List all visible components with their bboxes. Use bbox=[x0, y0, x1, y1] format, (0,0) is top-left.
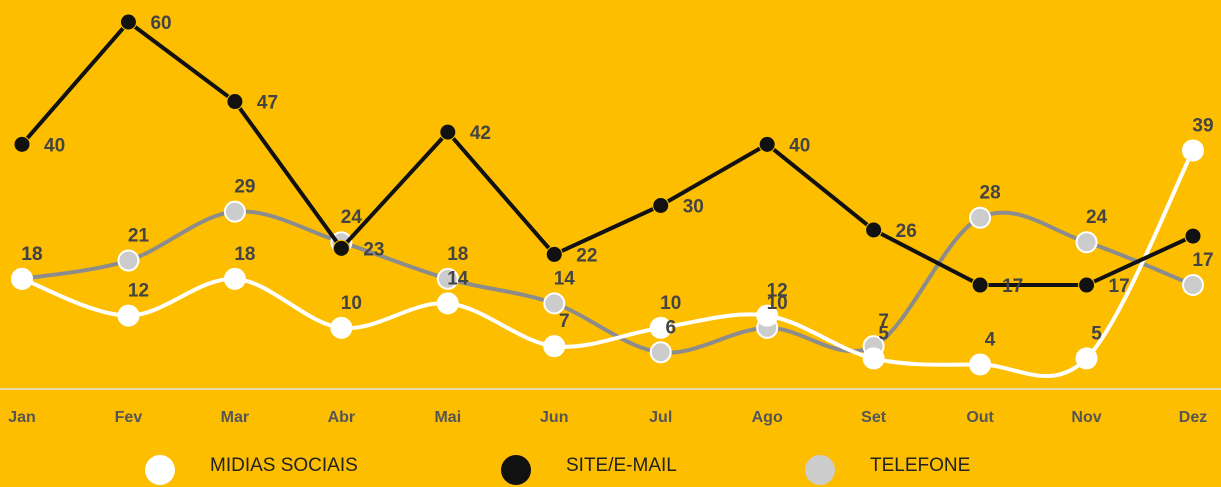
series-line bbox=[21, 149, 1195, 378]
point bbox=[758, 135, 776, 153]
point bbox=[119, 13, 137, 31]
data-label: 6 bbox=[665, 317, 676, 338]
data-label: 30 bbox=[683, 197, 704, 218]
data-label: 14 bbox=[554, 268, 576, 289]
data-label: 22 bbox=[576, 245, 597, 266]
data-label: 40 bbox=[44, 135, 65, 156]
x-tick-label: Abr bbox=[328, 409, 356, 426]
data-label: 17 bbox=[1002, 276, 1023, 297]
data-label: 29 bbox=[234, 177, 255, 198]
point bbox=[1182, 139, 1204, 162]
data-label: 24 bbox=[341, 207, 363, 228]
point bbox=[223, 267, 246, 290]
data-label: 42 bbox=[470, 123, 491, 144]
x-tick-label: Dez bbox=[1179, 409, 1207, 426]
point bbox=[652, 197, 670, 214]
data-label: 28 bbox=[980, 183, 1001, 204]
data-label: 10 bbox=[341, 293, 362, 314]
data-label: 7 bbox=[878, 311, 889, 332]
data-label: 14 bbox=[447, 268, 469, 289]
legend-label: SITE/E-MAIL bbox=[566, 455, 677, 476]
data-label: 18 bbox=[447, 244, 468, 265]
x-tick-label: Mai bbox=[434, 409, 461, 426]
point bbox=[223, 200, 246, 223]
point bbox=[117, 304, 140, 327]
data-label: 7 bbox=[559, 311, 570, 332]
data-label: 23 bbox=[363, 239, 384, 260]
data-label: 17 bbox=[1109, 276, 1130, 297]
data-label: 47 bbox=[257, 93, 278, 114]
point bbox=[330, 316, 353, 339]
point bbox=[969, 353, 992, 376]
point bbox=[1078, 276, 1096, 294]
legend-label: TELEFONE bbox=[870, 455, 970, 476]
point bbox=[1184, 227, 1202, 245]
data-label: 39 bbox=[1192, 115, 1213, 136]
legend-swatch bbox=[501, 455, 531, 485]
point bbox=[226, 93, 244, 111]
point bbox=[436, 292, 459, 315]
point bbox=[1075, 231, 1098, 254]
x-tick-label: Nov bbox=[1071, 409, 1101, 426]
legend-swatch bbox=[145, 455, 175, 485]
point bbox=[11, 267, 33, 290]
x-tick-label: Out bbox=[966, 409, 994, 426]
x-tick-label: Set bbox=[861, 409, 887, 426]
data-label: 24 bbox=[1086, 207, 1108, 228]
data-label: 60 bbox=[150, 13, 171, 34]
x-tick-label: Jan bbox=[8, 409, 36, 426]
x-tick-label: Jun bbox=[540, 409, 568, 426]
data-label: 12 bbox=[128, 281, 149, 302]
legend-swatch bbox=[805, 455, 835, 485]
point bbox=[969, 206, 992, 229]
point bbox=[649, 341, 672, 364]
point bbox=[971, 276, 989, 294]
point bbox=[545, 245, 563, 263]
data-label: 10 bbox=[767, 293, 788, 314]
point bbox=[862, 347, 885, 370]
point bbox=[1182, 274, 1204, 297]
data-label: 18 bbox=[234, 244, 255, 265]
x-tick-label: Jul bbox=[649, 409, 672, 426]
point bbox=[439, 123, 457, 141]
data-label: 10 bbox=[660, 293, 681, 314]
data-label: 18 bbox=[21, 244, 42, 265]
series-line bbox=[20, 19, 1194, 288]
point bbox=[117, 249, 140, 272]
data-label: 18 bbox=[21, 244, 42, 265]
point bbox=[1075, 347, 1098, 370]
data-label: 17 bbox=[1192, 250, 1213, 271]
point bbox=[13, 135, 31, 153]
point bbox=[649, 316, 672, 339]
point bbox=[332, 239, 350, 257]
data-label: 26 bbox=[896, 221, 917, 242]
x-tick-label: Mar bbox=[221, 409, 249, 426]
point bbox=[436, 267, 459, 290]
point bbox=[865, 221, 883, 239]
data-label: 5 bbox=[878, 323, 889, 344]
legend-label: MIDIAS SOCIAIS bbox=[210, 455, 358, 476]
data-label: 5 bbox=[1091, 323, 1102, 344]
data-label: 4 bbox=[985, 330, 996, 351]
point bbox=[756, 304, 779, 327]
data-label: 40 bbox=[789, 135, 810, 156]
data-label: 12 bbox=[767, 281, 788, 302]
x-tick-label: Ago bbox=[752, 409, 783, 426]
point bbox=[543, 335, 566, 358]
point bbox=[543, 292, 566, 315]
x-tick-label: Fev bbox=[115, 409, 143, 426]
data-label: 21 bbox=[128, 226, 150, 247]
